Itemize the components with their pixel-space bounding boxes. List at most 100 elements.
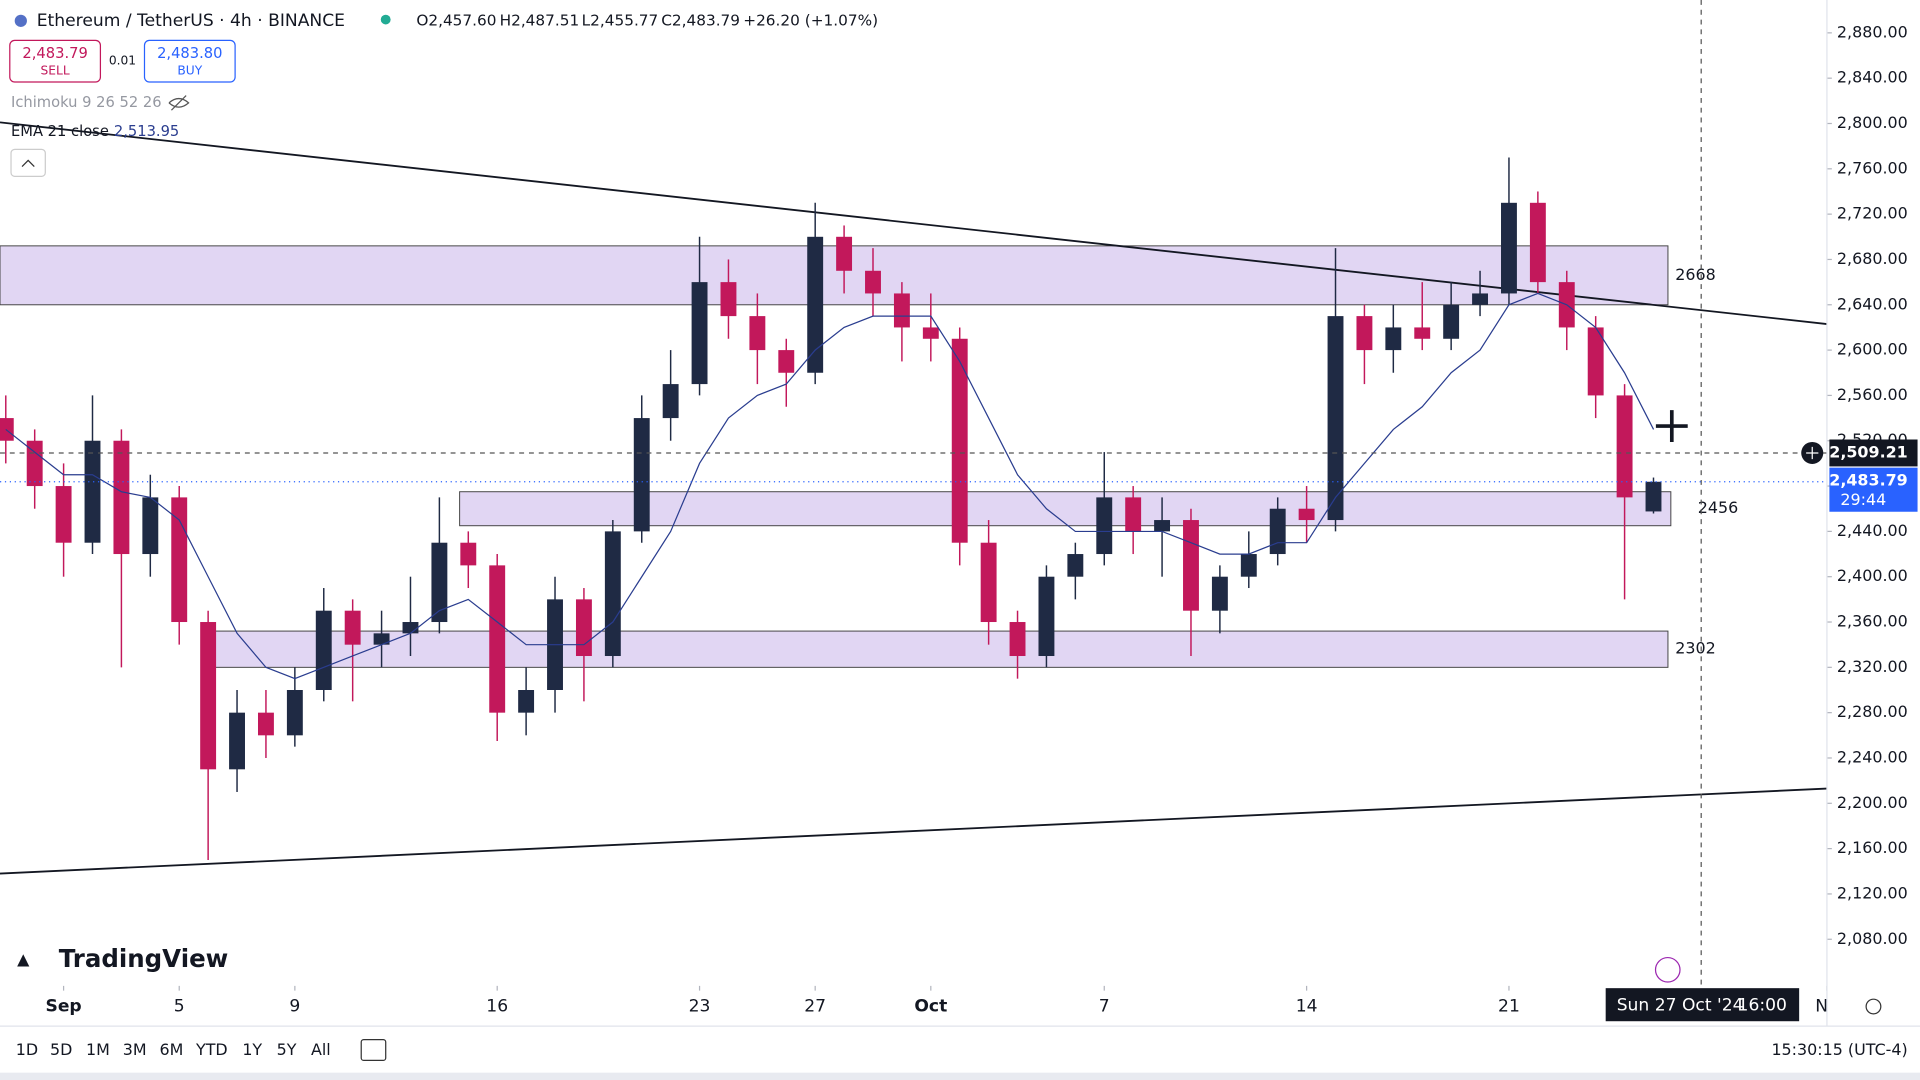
range-button[interactable]: 5Y: [277, 1040, 297, 1059]
candle-body: [1211, 576, 1228, 611]
candle-body: [1269, 508, 1286, 555]
symbol: Ethereum / TetherUS · 4h · BINANCE: [37, 11, 345, 31]
sell-button[interactable]: [9, 39, 102, 83]
y-tick-label: 2,880.00: [1837, 22, 1908, 41]
y-tick-label: 2,240.00: [1837, 747, 1908, 766]
candle-body: [257, 712, 274, 736]
toolbar: 1D 5D 1M 3M 6M YTD 1Y 5Y All: [16, 1040, 331, 1059]
zone: [210, 630, 1669, 668]
clock: 15:30:15 (UTC-4): [1771, 1040, 1907, 1059]
crosshair-date: Sun 27 Oct '24: [1617, 995, 1744, 1015]
candle-body: [980, 542, 997, 623]
coin-icon: [14, 14, 27, 27]
buy-button[interactable]: [143, 39, 236, 83]
ohlc-high: H2,487.51: [500, 11, 580, 29]
x-tick-label: 27: [804, 997, 826, 1017]
y-tick-label: 2,720.00: [1837, 204, 1908, 223]
range-button[interactable]: 3M: [123, 1040, 147, 1059]
crosshair-time: 16:00: [1738, 995, 1787, 1015]
candle-body: [865, 270, 881, 294]
alert-icon[interactable]: [1654, 956, 1681, 983]
candle-body: [1616, 395, 1633, 498]
candle-body: [836, 236, 853, 271]
x-tick-label: No: [1815, 997, 1838, 1017]
y-tick-label: 2,360.00: [1837, 612, 1908, 631]
status-dot: [380, 14, 391, 25]
crosshair-price-tag: [1829, 439, 1918, 467]
candle-body: [200, 622, 217, 770]
y-tick-label: 2,560.00: [1837, 385, 1908, 404]
range-button[interactable]: 1Y: [242, 1040, 262, 1059]
range-button[interactable]: All: [311, 1040, 331, 1059]
candle-body: [0, 418, 14, 441]
candle-body: [951, 338, 968, 543]
candle-body: [489, 565, 506, 713]
range-button[interactable]: YTD: [195, 1040, 228, 1059]
countdown: 29:44: [1840, 490, 1886, 509]
candle-body: [1472, 293, 1489, 305]
candle-body: [84, 440, 101, 543]
candle-body: [518, 690, 535, 713]
y-tick-label: 2,600.00: [1837, 340, 1908, 359]
tv-logo-mark: ▲: [17, 950, 30, 969]
zone: [459, 491, 1672, 527]
y-tick-label: 2,120.00: [1837, 883, 1908, 902]
candle-body: [1067, 554, 1084, 577]
bottom-bar: [0, 1072, 1920, 1080]
price-axis: 2,880.00 2,840.00 2,800.00 2,760.00 2,720.00…: [1801, 22, 1918, 948]
range-button[interactable]: 5D: [50, 1040, 72, 1059]
y-tick-label: 2,640.00: [1837, 294, 1908, 313]
candle-body: [315, 610, 332, 690]
candle-body: [373, 633, 390, 645]
candle-body: [575, 599, 592, 657]
y-tick-label: 2,320.00: [1837, 657, 1908, 676]
time-ticks: Sep 5 9 16 23 27 Oct 7 14 21 No: [45, 985, 1838, 1017]
ohlc-close: C2,483.79: [661, 11, 740, 29]
candle-body: [662, 384, 679, 419]
candle-body: [55, 486, 72, 543]
x-tick-label: 16: [486, 997, 508, 1017]
candle-body: [720, 282, 737, 317]
buy-label: BUY: [177, 64, 202, 78]
candle-body: [1096, 497, 1113, 555]
candle-body: [402, 622, 419, 634]
range-button[interactable]: 6M: [159, 1040, 183, 1059]
buy-price: 2,483.80: [157, 45, 222, 62]
range-button[interactable]: 1M: [86, 1040, 110, 1059]
candle-body: [431, 542, 448, 623]
candle-body: [1414, 327, 1431, 339]
indicator-ema: EMA 21 close: [11, 123, 109, 140]
add-icon: [1806, 446, 1819, 460]
candle-body: [1298, 508, 1315, 521]
trendline: [0, 121, 1827, 325]
y-tick-label: 2,800.00: [1837, 113, 1908, 132]
range-button[interactable]: 1D: [16, 1040, 38, 1059]
indicator-ichimoku: Ichimoku 9 26 52 26: [11, 94, 162, 111]
candle-body: [1645, 481, 1662, 512]
hide-icon[interactable]: [168, 95, 190, 111]
candle-body: [286, 690, 303, 736]
x-tick-label: 21: [1498, 997, 1520, 1017]
candle-body: [1529, 202, 1546, 283]
settings-icon[interactable]: [1865, 998, 1882, 1015]
candle-body: [1356, 316, 1373, 351]
candle-body: [142, 497, 159, 555]
candle-body: [1038, 576, 1055, 657]
collapse-button[interactable]: [10, 148, 46, 177]
zone: [0, 245, 1669, 306]
cursor: [1655, 410, 1688, 442]
candle-body: [749, 316, 766, 351]
candle-body: [1385, 327, 1402, 351]
ema-line: [5, 292, 1655, 680]
date-range-icon[interactable]: [360, 1038, 387, 1062]
candle-body: [1240, 554, 1257, 577]
y-tick-label: 2,160.00: [1837, 838, 1908, 857]
ohlc-change: +26.20 (+1.07%): [743, 11, 878, 29]
y-tick-label: 2,680.00: [1837, 249, 1908, 268]
y-tick-label: 2,400.00: [1837, 566, 1908, 585]
y-tick-label: 2,440.00: [1837, 521, 1908, 540]
trendline: [0, 787, 1827, 875]
x-tick-label: 23: [689, 997, 711, 1017]
